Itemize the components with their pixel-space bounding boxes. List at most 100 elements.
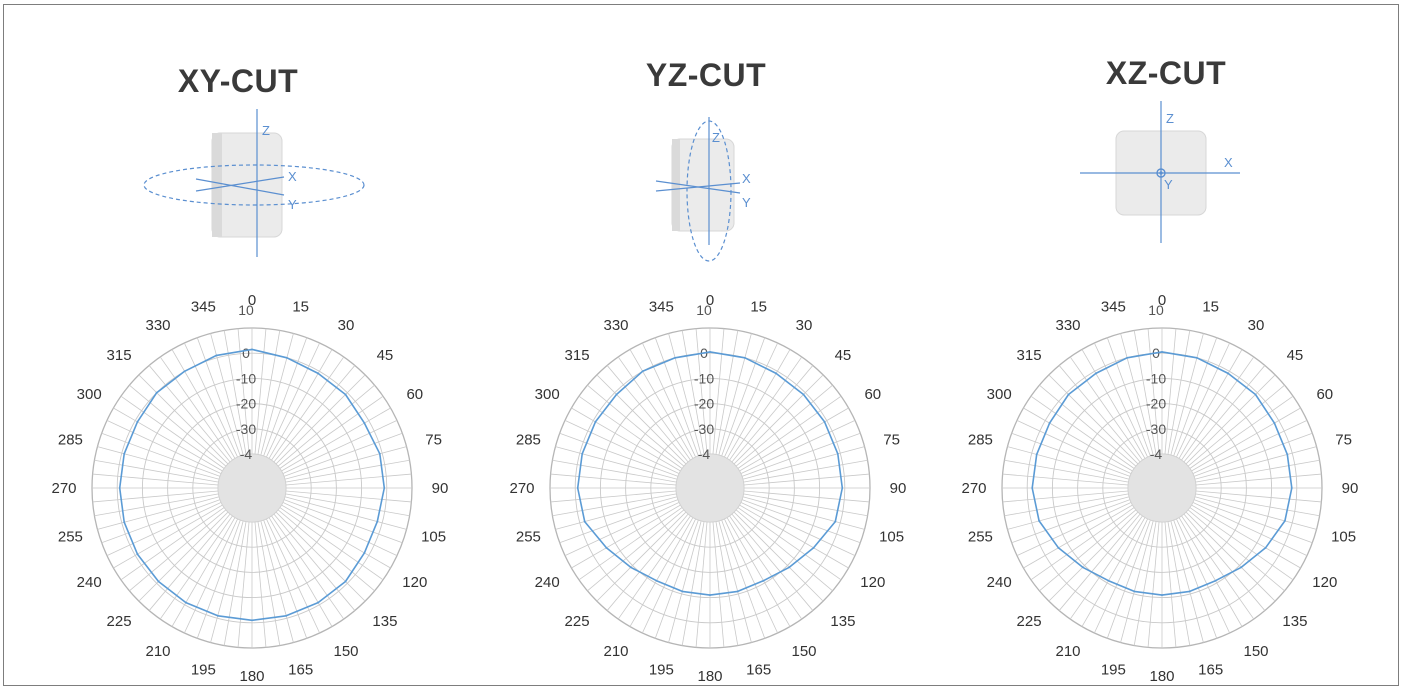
grid-spoke (1178, 349, 1243, 459)
angle-label: 45 (377, 347, 394, 364)
grid-spoke (1181, 356, 1255, 461)
data-point (1031, 487, 1034, 489)
grid-spoke (564, 420, 680, 474)
grid-spoke (281, 504, 391, 569)
panel-title: YZ-CUT (645, 57, 767, 93)
data-point (841, 487, 844, 489)
grid-spoke (740, 502, 856, 556)
angle-label: 60 (864, 386, 881, 403)
grid-spoke (743, 490, 870, 503)
angle-label: 330 (603, 317, 628, 334)
data-point (1067, 393, 1070, 396)
grid-spoke (1016, 502, 1132, 556)
data-point (215, 354, 218, 357)
angle-label: 135 (372, 613, 397, 630)
grid-spoke (1187, 509, 1285, 592)
grid-spoke (564, 502, 680, 556)
grid-spoke (587, 384, 685, 467)
grid-spoke (733, 374, 824, 465)
grid-spoke (268, 349, 333, 459)
grid-spoke (237, 328, 250, 455)
grid-spoke (277, 509, 375, 592)
grid-spoke (629, 517, 694, 627)
grid-spoke (1039, 509, 1137, 592)
data-point (812, 546, 815, 549)
grid-spoke (1120, 520, 1154, 643)
grid-spoke (237, 521, 250, 648)
grid-spoke (726, 517, 791, 627)
grid-spoke (1189, 507, 1294, 581)
data-point (1048, 422, 1051, 425)
grid-spoke (571, 504, 681, 569)
data-point (594, 420, 597, 423)
grid-spoke (120, 395, 225, 469)
figure-frame: XY-CUT Z X Y 10 0 -10 -20 -30 -4 0 15 30 45 60 75 90… (3, 4, 1399, 686)
angle-label: 225 (1017, 613, 1042, 630)
grid-spoke (1189, 395, 1294, 469)
angle-label: 60 (406, 386, 423, 403)
grid-spoke (1081, 349, 1146, 459)
grid-spoke (654, 519, 699, 639)
grid-spoke (1023, 407, 1133, 472)
data-point (674, 356, 677, 359)
angle-label: 315 (1017, 347, 1042, 364)
grid-spoke (578, 507, 683, 581)
grid-spoke (1192, 420, 1308, 474)
data-point (285, 356, 288, 359)
grid-ring (167, 403, 337, 573)
angle-label: 255 (516, 529, 541, 546)
grid-spoke (279, 507, 384, 581)
grid-spoke (642, 342, 696, 458)
grid-spoke (721, 519, 766, 639)
grid-ring (1051, 377, 1273, 599)
grid-spoke (159, 356, 233, 461)
grid-spoke (1011, 499, 1131, 544)
angle-label: 195 (649, 662, 674, 679)
grid-spoke (260, 333, 294, 456)
data-point (136, 420, 139, 423)
grid-ring (599, 377, 821, 599)
grid-spoke (1195, 493, 1320, 517)
r-tick-label: -30 (1146, 421, 1166, 437)
data-point (1161, 594, 1163, 596)
grid-spoke (1048, 374, 1139, 465)
data-point (762, 579, 765, 582)
polar-chart-xz: 100-10-20-30-40 1530456075901051201351501… (961, 292, 1358, 685)
grid-spoke (654, 337, 699, 457)
grid-spoke (1023, 504, 1133, 569)
grid-spoke (695, 328, 708, 455)
angle-label: 180 (697, 668, 722, 685)
angle-label: 0 (1158, 292, 1166, 309)
data-point (317, 601, 320, 604)
axis-label-y: Y (742, 195, 751, 210)
data-point (775, 372, 778, 375)
grid-spoke (282, 502, 398, 556)
grid-ring (1077, 403, 1247, 573)
grid-spoke (271, 515, 345, 620)
grid-spoke (263, 337, 308, 457)
grid-spoke (1007, 446, 1130, 480)
grid-spoke (196, 337, 241, 457)
y-axis-marker-dot (1159, 171, 1163, 175)
grid-spoke (1002, 490, 1129, 503)
grid-spoke (129, 384, 227, 467)
data-point (1035, 453, 1038, 456)
axis-label-y: Y (1164, 177, 1173, 192)
data-point (1286, 453, 1289, 456)
angle-label: 105 (421, 529, 446, 546)
r-tick-label: -20 (236, 396, 256, 412)
axis-label-x: X (742, 171, 751, 186)
grid-spoke (606, 513, 689, 611)
angle-label: 255 (58, 529, 83, 546)
grid-ring (625, 403, 795, 573)
grid-spoke (737, 507, 842, 581)
data-point (641, 370, 644, 373)
panel-xy-cut: XY-CUT Z X Y 10 0 -10 -20 -30 -4 0 15 30 45 60 75 90… (4, 5, 472, 687)
grid-spoke (113, 407, 223, 472)
grid-spoke (559, 499, 679, 544)
angle-label: 120 (860, 574, 885, 591)
grid-spoke (552, 459, 677, 483)
angle-label: 60 (1316, 386, 1333, 403)
r-tick-label: -20 (1146, 396, 1166, 412)
grid-spoke (285, 473, 412, 486)
